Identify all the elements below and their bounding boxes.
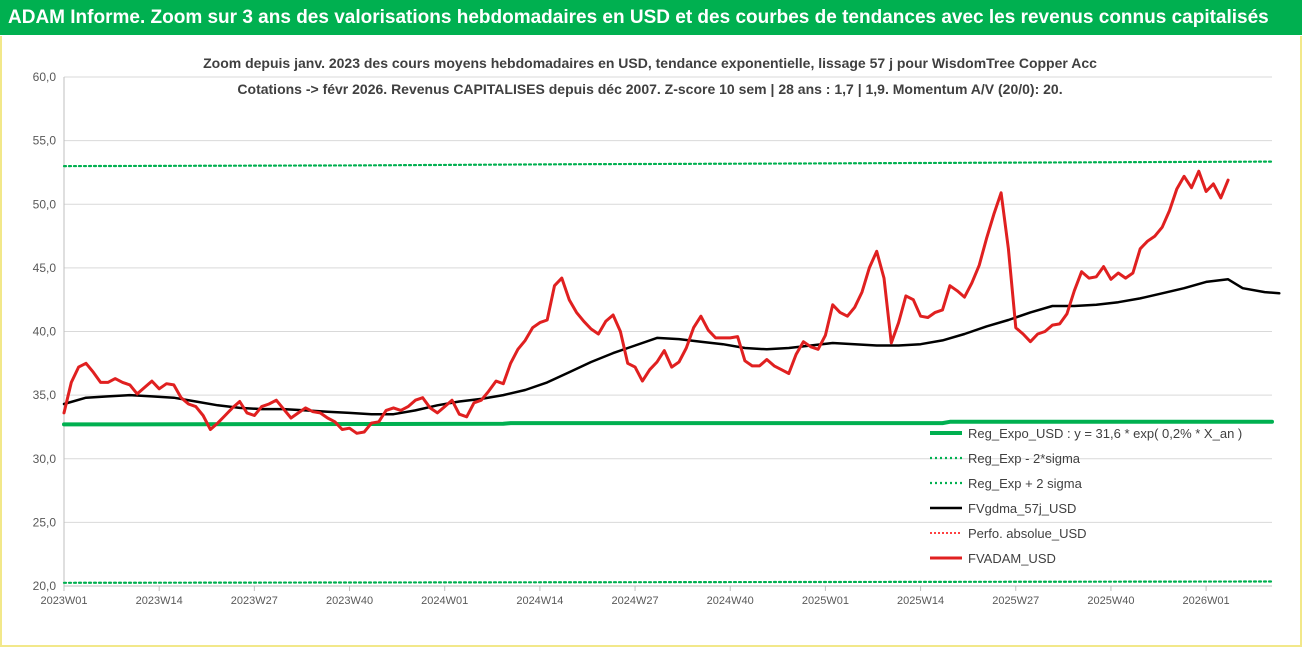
legend-label: FVADAM_USD xyxy=(968,551,1056,566)
y-tick-label: 30,0 xyxy=(33,452,57,466)
y-tick-label: 45,0 xyxy=(33,261,57,275)
x-axis: 2023W01 2023W14 2023W27 2023W40 2024W01 2024W… xyxy=(40,585,1272,607)
banner-title: ADAM Informe. Zoom sur 3 ans des valoris… xyxy=(0,0,1302,35)
legend-label: Reg_Exp - 2*sigma xyxy=(968,451,1081,466)
y-tick-label: 35,0 xyxy=(33,388,57,402)
x-tick-label: 2024W27 xyxy=(612,595,659,607)
chart-title-line2: Cotations -> févr 2026. Revenus CAPITALI… xyxy=(237,81,1062,97)
x-tick-label: 2025W40 xyxy=(1087,595,1134,607)
y-tick-label: 40,0 xyxy=(33,325,57,339)
y-tick-label: 25,0 xyxy=(33,515,57,529)
legend-label: FVgdma_57j_USD xyxy=(968,501,1076,516)
line-chart: Zoom depuis janv. 2023 des cours moyens … xyxy=(33,55,1281,607)
x-tick-label: 2023W27 xyxy=(231,595,278,607)
x-tick-label: 2024W40 xyxy=(707,595,754,607)
y-tick-label: 50,0 xyxy=(33,197,57,211)
y-axis: 60,0 55,0 50,0 45,0 40,0 35,0 30,0 25,0 20,0 xyxy=(33,70,65,593)
legend-label: Reg_Expo_USD : y = 31,6 * exp( 0,2% * X_… xyxy=(968,426,1242,441)
x-tick-label: 2024W01 xyxy=(421,595,468,607)
series-line-3 xyxy=(62,278,1281,416)
y-tick-label: 55,0 xyxy=(33,134,57,148)
x-tick-label: 2023W01 xyxy=(40,595,87,607)
x-tick-label: 2026W01 xyxy=(1183,595,1230,607)
legend: Reg_Expo_USD : y = 31,6 * exp( 0,2% * X_… xyxy=(930,426,1242,566)
y-tick-label: 20,0 xyxy=(33,579,57,593)
y-tick-label: 60,0 xyxy=(33,70,57,84)
legend-label: Reg_Exp + 2 sigma xyxy=(968,476,1083,491)
series-line-1 xyxy=(62,580,1274,584)
x-tick-label: 2023W14 xyxy=(136,595,183,607)
x-tick-label: 2024W14 xyxy=(516,595,563,607)
chart-title-line1: Zoom depuis janv. 2023 des cours moyens … xyxy=(203,55,1097,71)
chart-area: Zoom depuis janv. 2023 des cours moyens … xyxy=(0,36,1302,647)
x-tick-label: 2025W01 xyxy=(802,595,849,607)
series-line-0 xyxy=(62,419,1274,427)
legend-label: Perfo. absolue_USD xyxy=(968,526,1087,541)
x-tick-label: 2025W27 xyxy=(992,595,1039,607)
series-line-4 xyxy=(62,169,1230,435)
series-group xyxy=(62,160,1281,584)
x-tick-label: 2023W40 xyxy=(326,595,373,607)
series-line-2 xyxy=(62,160,1274,168)
gridlines xyxy=(64,76,1272,587)
x-tick-label: 2025W14 xyxy=(897,595,944,607)
